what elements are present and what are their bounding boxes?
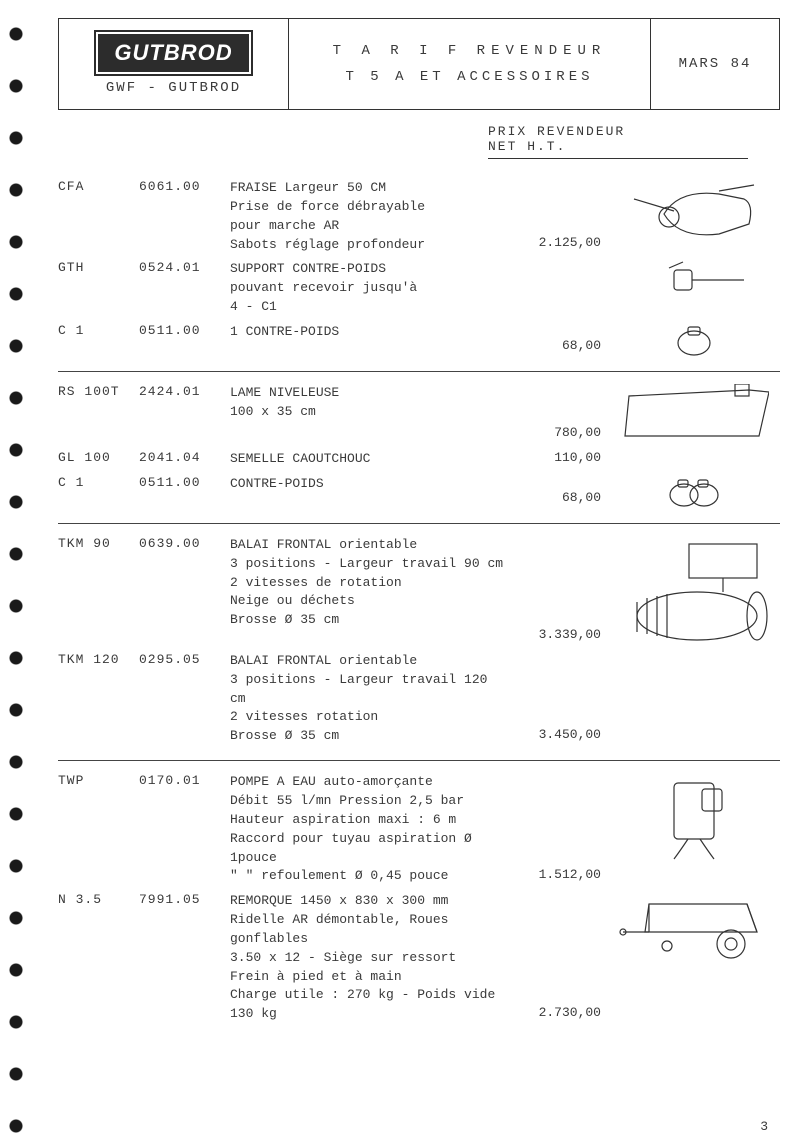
item-description: BALAI FRONTAL orientable 3 positions - L… bbox=[230, 652, 505, 746]
item-code: N 3.5 bbox=[58, 892, 133, 907]
price-row: TKM 90 0639.00 BALAI FRONTAL orientable 3 … bbox=[58, 536, 780, 646]
item-ref: 0639.00 bbox=[139, 536, 224, 551]
item-description: FRAISE Largeur 50 CM Prise de force débr… bbox=[230, 179, 505, 254]
brand-badge: GUTBROD bbox=[96, 32, 250, 74]
item-code: GTH bbox=[58, 260, 133, 275]
header-brand-cell: GUTBROD GWF - GUTBROD bbox=[59, 19, 289, 109]
item-description: LAME NIVELEUSE 100 x 35 cm bbox=[230, 384, 505, 422]
price-row: C 1 0511.00 1 CONTRE-POIDS 68,00 bbox=[58, 323, 780, 357]
item-illustration bbox=[607, 652, 780, 662]
header-title-cell: T A R I F REVENDEUR T 5 A ET ACCESSOIRES bbox=[289, 19, 651, 109]
item-ref: 6061.00 bbox=[139, 179, 224, 194]
item-ref: 2424.01 bbox=[139, 384, 224, 399]
item-price: 780,00 bbox=[511, 425, 601, 444]
item-code: TWP bbox=[58, 773, 133, 788]
header-date: MARS 84 bbox=[679, 56, 752, 72]
price-list: CFA 6061.00 FRAISE Largeur 50 CM Prise de … bbox=[58, 179, 780, 1038]
item-price: 68,00 bbox=[511, 338, 601, 357]
header-title-line2: T 5 A ET ACCESSOIRES bbox=[345, 69, 593, 85]
item-illustration bbox=[607, 450, 780, 460]
price-group: TKM 90 0639.00 BALAI FRONTAL orientable 3 … bbox=[58, 536, 780, 761]
item-illustration bbox=[607, 892, 780, 962]
item-ref: 0295.05 bbox=[139, 652, 224, 667]
item-price: 3.450,00 bbox=[511, 727, 601, 746]
header-title-line1: T A R I F REVENDEUR bbox=[333, 43, 607, 59]
item-price: 3.339,00 bbox=[511, 627, 601, 646]
item-code: CFA bbox=[58, 179, 133, 194]
item-illustration bbox=[607, 323, 780, 357]
item-price bbox=[511, 313, 601, 317]
item-illustration bbox=[607, 773, 780, 863]
item-price: 1.512,00 bbox=[511, 867, 601, 886]
item-code: C 1 bbox=[58, 475, 133, 490]
price-row: CFA 6061.00 FRAISE Largeur 50 CM Prise de … bbox=[58, 179, 780, 254]
price-header-line2: NET H.T. bbox=[488, 139, 780, 154]
item-price: 68,00 bbox=[511, 490, 601, 509]
item-price: 2.730,00 bbox=[511, 1005, 601, 1024]
price-row: C 1 0511.00 CONTRE-POIDS 68,00 bbox=[58, 475, 780, 509]
price-row: GTH 0524.01 SUPPORT CONTRE-POIDS pouvant r… bbox=[58, 260, 780, 317]
price-row: TWP 0170.01 POMPE A EAU auto-amorçante Déb… bbox=[58, 773, 780, 886]
item-ref: 0511.00 bbox=[139, 323, 224, 338]
item-ref: 0511.00 bbox=[139, 475, 224, 490]
price-column-header: PRIX REVENDEUR NET H.T. bbox=[488, 124, 780, 159]
item-illustration bbox=[607, 475, 780, 509]
page-number: 3 bbox=[760, 1119, 768, 1134]
item-price: 110,00 bbox=[511, 450, 601, 469]
item-description: POMPE A EAU auto-amorçante Débit 55 l/mn… bbox=[230, 773, 505, 886]
item-description: BALAI FRONTAL orientable 3 positions - L… bbox=[230, 536, 505, 630]
page-content: GUTBROD GWF - GUTBROD T A R I F REVENDEU… bbox=[58, 18, 780, 1134]
price-group: TWP 0170.01 POMPE A EAU auto-amorçante Déb… bbox=[58, 773, 780, 1038]
price-row: TKM 120 0295.05 BALAI FRONTAL orientable 3… bbox=[58, 652, 780, 746]
price-group: RS 100T 2424.01 LAME NIVELEUSE 100 x 35 cm… bbox=[58, 384, 780, 524]
item-code: C 1 bbox=[58, 323, 133, 338]
item-illustration bbox=[607, 384, 780, 444]
item-code: TKM 120 bbox=[58, 652, 133, 667]
item-code: GL 100 bbox=[58, 450, 133, 465]
item-description: CONTRE-POIDS bbox=[230, 475, 505, 494]
item-ref: 2041.04 bbox=[139, 450, 224, 465]
item-description: SUPPORT CONTRE-POIDS pouvant recevoir ju… bbox=[230, 260, 505, 317]
price-header-underline bbox=[488, 158, 748, 159]
brand-subtitle: GWF - GUTBROD bbox=[106, 80, 241, 96]
item-code: TKM 90 bbox=[58, 536, 133, 551]
item-code: RS 100T bbox=[58, 384, 133, 399]
item-ref: 7991.05 bbox=[139, 892, 224, 907]
price-header-line1: PRIX REVENDEUR bbox=[488, 124, 780, 139]
price-row: RS 100T 2424.01 LAME NIVELEUSE 100 x 35 cm… bbox=[58, 384, 780, 444]
item-illustration bbox=[607, 260, 780, 300]
item-illustration bbox=[607, 536, 780, 646]
header-date-cell: MARS 84 bbox=[651, 19, 779, 109]
item-ref: 0170.01 bbox=[139, 773, 224, 788]
item-illustration bbox=[607, 179, 780, 249]
item-ref: 0524.01 bbox=[139, 260, 224, 275]
item-description: REMORQUE 1450 x 830 x 300 mm Ridelle AR … bbox=[230, 892, 505, 1024]
item-price: 2.125,00 bbox=[511, 235, 601, 254]
item-description: SEMELLE CAOUTCHOUC bbox=[230, 450, 505, 469]
price-row: GL 100 2041.04 SEMELLE CAOUTCHOUC 110,00 bbox=[58, 450, 780, 469]
price-group: CFA 6061.00 FRAISE Largeur 50 CM Prise de … bbox=[58, 179, 780, 372]
spiral-binding bbox=[0, 0, 34, 1146]
document-header: GUTBROD GWF - GUTBROD T A R I F REVENDEU… bbox=[58, 18, 780, 110]
price-row: N 3.5 7991.05 REMORQUE 1450 x 830 x 300 mm… bbox=[58, 892, 780, 1024]
item-description: 1 CONTRE-POIDS bbox=[230, 323, 505, 342]
